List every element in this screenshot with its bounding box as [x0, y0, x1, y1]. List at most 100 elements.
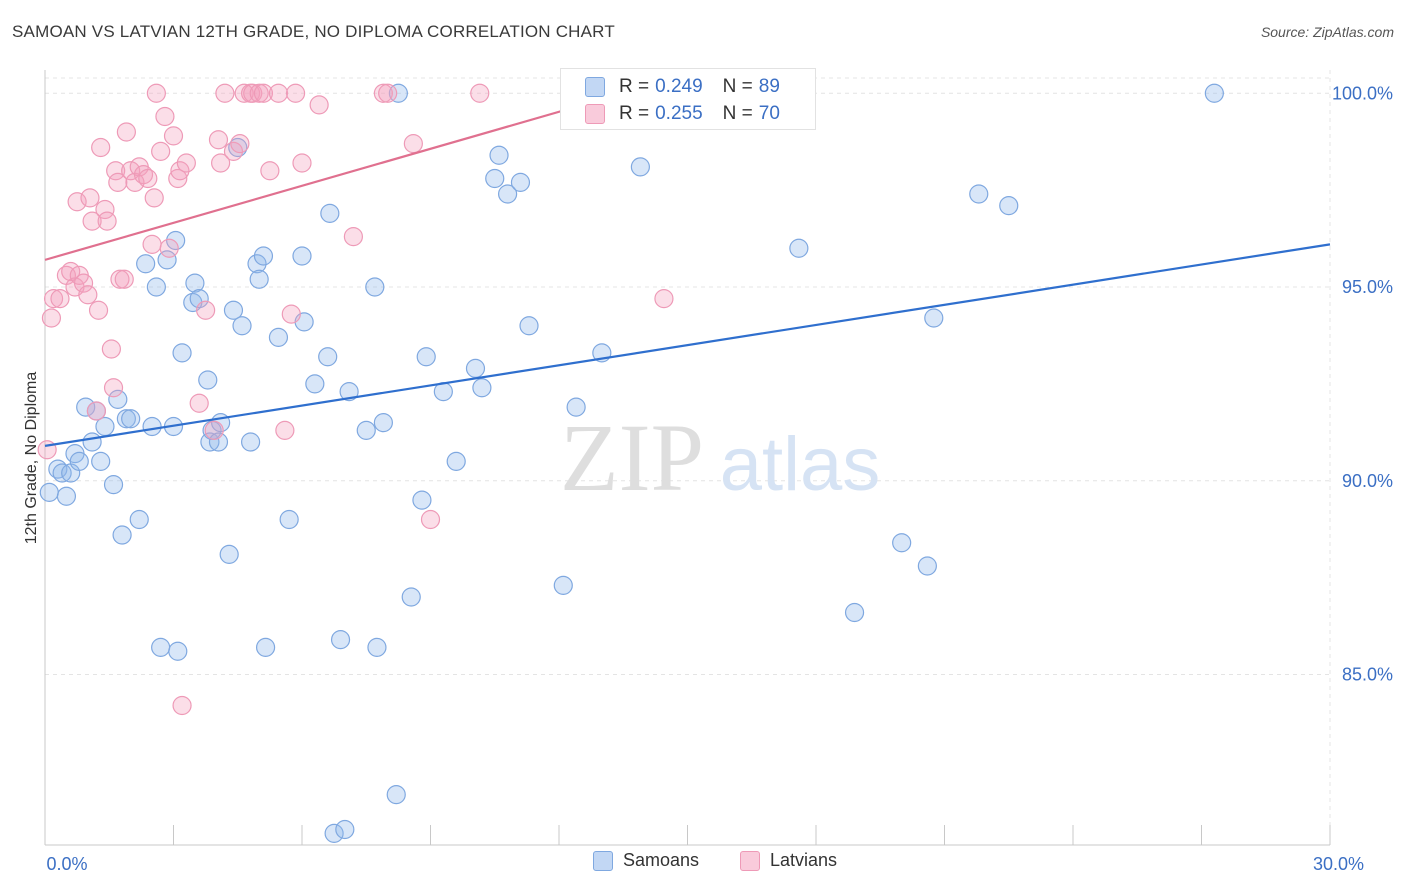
point-latvians — [249, 83, 269, 103]
point-latvians — [281, 304, 301, 324]
stats-n-value: 89 — [758, 76, 780, 97]
point-latvians — [654, 289, 674, 309]
point-samoans — [330, 630, 351, 650]
legend-item-samoans[interactable]: Samoans — [593, 850, 699, 871]
point-latvians — [243, 83, 263, 103]
point-latvians — [211, 153, 231, 173]
point-samoans — [630, 157, 650, 177]
point-samoans — [489, 145, 509, 165]
point-latvians — [189, 393, 209, 413]
stats-r-label: R = — [619, 103, 650, 124]
stats-legend: R = 0.249 N = 89 R = 0.255 N = 70 — [560, 68, 816, 130]
point-latvians — [43, 289, 64, 309]
point-latvians — [97, 211, 117, 231]
point-samoans — [223, 300, 244, 320]
trendline-samoans — [44, 243, 1331, 447]
point-samoans — [76, 397, 96, 417]
point-latvians — [378, 83, 398, 103]
point-latvians — [142, 234, 162, 254]
stats-swatch-samoans — [585, 77, 605, 97]
point-samoans — [386, 785, 406, 805]
point-latvians — [170, 161, 190, 181]
legend-swatch-samoans — [593, 850, 613, 871]
point-latvians — [110, 269, 130, 289]
x-tick-label: 30.0% — [1313, 854, 1364, 874]
point-samoans — [1204, 83, 1224, 103]
point-samoans — [268, 327, 289, 347]
point-samoans — [112, 525, 132, 545]
point-samoans — [324, 823, 344, 843]
point-latvians — [253, 83, 274, 103]
point-latvians — [103, 378, 124, 398]
legend-item-latvians[interactable]: Latvians — [740, 850, 837, 871]
point-samoans — [247, 254, 267, 274]
point-latvians — [275, 420, 295, 440]
point-samoans — [279, 509, 299, 530]
point-latvians — [41, 308, 62, 328]
point-samoans — [320, 203, 340, 223]
point-latvians — [163, 126, 184, 146]
point-latvians — [208, 130, 229, 150]
point-samoans — [39, 482, 59, 502]
point-samoans — [185, 273, 205, 293]
point-latvians — [86, 401, 107, 421]
point-samoans — [142, 416, 162, 437]
point-latvians — [50, 289, 70, 309]
point-latvians — [223, 141, 244, 161]
point-samoans — [566, 397, 586, 417]
point-latvians — [159, 238, 179, 258]
point-samoans — [136, 254, 156, 274]
point-latvians — [106, 161, 126, 181]
point-latvians — [172, 695, 192, 716]
legend-label-latvians: Latvians — [770, 850, 838, 870]
stats-n-label: N = — [722, 103, 753, 124]
point-latvians — [151, 141, 171, 161]
point-latvians — [144, 188, 164, 208]
point-latvians — [155, 106, 175, 127]
stats-n-label: N = — [722, 76, 753, 97]
stats-r-value: 0.249 — [655, 76, 703, 97]
point-samoans — [166, 230, 186, 251]
point-latvians — [80, 188, 100, 208]
point-samoans — [151, 637, 171, 657]
point-latvians — [215, 83, 235, 103]
point-latvians — [91, 137, 111, 158]
point-latvians — [176, 153, 196, 173]
point-samoans — [168, 641, 188, 661]
point-latvians — [230, 134, 250, 154]
y-axis-label: 12th Grade, No Diploma — [23, 371, 40, 545]
point-latvians — [420, 509, 441, 530]
stats-swatch-latvians — [585, 104, 605, 124]
point-samoans — [367, 637, 387, 657]
legend-swatch-latvians — [740, 850, 760, 871]
point-samoans — [103, 475, 124, 495]
point-samoans — [365, 277, 385, 297]
point-samoans — [373, 413, 393, 433]
point-latvians — [146, 83, 166, 103]
point-samoans — [519, 316, 539, 336]
trendline-latvians — [44, 92, 624, 261]
point-samoans — [172, 343, 192, 363]
bottom-legend: Samoans Latvians — [0, 850, 1406, 880]
point-latvians — [73, 273, 94, 293]
point-samoans — [241, 432, 261, 452]
point-samoans — [388, 83, 408, 103]
chart-title: SAMOAN VS LATVIAN 12TH GRADE, NO DIPLOMA… — [12, 22, 615, 41]
stats-row-latvians: R = 0.255 N = 70 — [585, 101, 780, 127]
point-latvians — [343, 227, 363, 247]
stats-r-value: 0.255 — [655, 103, 703, 124]
source-label: Source: ZipAtlas.com — [1260, 24, 1394, 40]
point-samoans — [232, 316, 252, 336]
point-samoans — [82, 432, 102, 452]
point-samoans — [510, 172, 531, 192]
y-tick-label: 100.0% — [1332, 83, 1393, 103]
point-samoans — [339, 382, 359, 402]
point-samoans — [249, 269, 269, 289]
point-samoans — [189, 289, 209, 309]
point-samoans — [917, 556, 937, 576]
stats-n-value: 70 — [758, 103, 780, 124]
point-latvians — [168, 168, 188, 189]
point-latvians — [101, 339, 121, 359]
point-latvians — [114, 269, 134, 289]
point-samoans — [356, 420, 376, 440]
